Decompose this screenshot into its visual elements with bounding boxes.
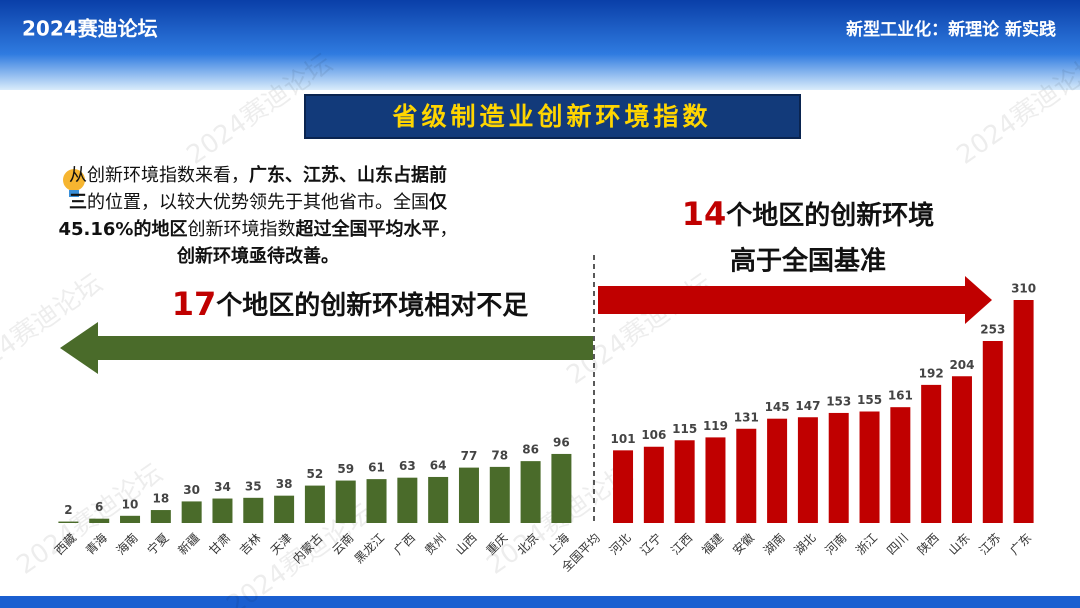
right-callout-line2: 高于全国基准: [730, 246, 886, 277]
note-segment: 仅: [428, 192, 448, 213]
bar: [520, 461, 541, 523]
value-label: 59: [337, 462, 354, 476]
bar: [736, 428, 757, 523]
value-label: 61: [368, 461, 385, 475]
value-label: 204: [949, 358, 974, 372]
value-label: 77: [461, 449, 478, 463]
value-label: 147: [795, 399, 820, 413]
bar: [243, 497, 264, 523]
left-callout-number: 17: [172, 285, 217, 323]
bar: [643, 446, 664, 523]
idea-icon-base: [69, 190, 79, 197]
value-label: 119: [703, 419, 728, 433]
value-label: 64: [430, 458, 447, 472]
bar: [397, 477, 418, 523]
bar: [366, 479, 387, 523]
value-label: 153: [826, 394, 851, 408]
bar: [674, 440, 695, 523]
bar: [921, 384, 942, 523]
value-label: 161: [888, 389, 913, 403]
header-band: [0, 0, 1080, 90]
left-callout: 17个地区的创新环境相对不足: [172, 285, 529, 323]
bar: [890, 407, 911, 523]
bar: [613, 450, 634, 523]
value-label: 310: [1011, 282, 1036, 296]
note-segment: 45.16%的地区: [59, 218, 188, 240]
value-label: 253: [980, 323, 1005, 337]
note-segment: 创新环境指数: [187, 219, 295, 240]
value-label: 30: [183, 483, 200, 497]
value-label: 101: [611, 432, 636, 446]
bar: [274, 495, 295, 523]
bar: [1013, 300, 1034, 523]
bar: [458, 467, 479, 523]
note-segment: 的位置，以较大优势领先于其他省市。全国: [87, 192, 429, 213]
note-segment: 超过全国平均水平: [295, 218, 439, 240]
right-arrow: [598, 276, 992, 324]
value-label: 192: [919, 366, 944, 380]
note-text: 从创新环境指数来看，广东、江苏、山东占据前三的位置，以较大优势领先于其他省市。全…: [59, 164, 458, 267]
note-segment: 创新环境亟待改善。: [176, 245, 339, 267]
bar: [859, 411, 880, 523]
value-label: 145: [765, 400, 790, 414]
footer-band: [0, 596, 1080, 608]
value-label: 78: [491, 448, 508, 462]
header-left: 2024赛迪论坛: [22, 17, 158, 41]
bar: [767, 418, 788, 523]
chart-title: 省级制造业创新环境指数: [391, 102, 711, 131]
note-segment: 三: [69, 192, 87, 213]
right-callout: 14个地区的创新环境: [682, 195, 935, 233]
value-label: 38: [276, 477, 293, 491]
bar: [828, 412, 849, 523]
bar: [551, 453, 572, 523]
bar: [335, 480, 356, 523]
bar: [304, 485, 325, 523]
right-callout-number: 14: [682, 195, 727, 233]
title-box: [304, 94, 801, 139]
note-segment: 广东、江苏、山东占据前: [249, 164, 447, 186]
value-label: 35: [245, 479, 262, 493]
bar: [212, 498, 233, 523]
bar: [150, 510, 171, 523]
left-arrow: [60, 322, 593, 374]
bar: [951, 376, 972, 523]
value-label: 115: [672, 422, 697, 436]
value-label: 2: [64, 503, 72, 517]
value-label: 86: [522, 443, 539, 457]
bar: [982, 341, 1003, 523]
bar: [89, 518, 110, 523]
value-label: 34: [214, 480, 231, 494]
value-label: 106: [641, 428, 666, 442]
value-label: 6: [95, 500, 103, 514]
bar: [58, 521, 79, 523]
value-label: 96: [553, 435, 570, 449]
idea-icon: [63, 169, 85, 191]
bar: [705, 437, 726, 523]
value-label: 52: [307, 467, 324, 481]
bar: [489, 466, 510, 523]
bar: [797, 417, 818, 523]
value-label: 131: [734, 410, 759, 424]
value-label: 63: [399, 459, 416, 473]
note-segment: 从创新环境指数来看，: [69, 165, 249, 186]
note-segment: ，: [439, 219, 457, 240]
bar: [120, 515, 141, 523]
value-label: 155: [857, 393, 882, 407]
right-callout-text: 个地区的创新环境: [726, 200, 934, 231]
header-right: 新型工业化：新理论 新实践: [846, 19, 1056, 40]
bar: [181, 501, 202, 523]
value-label: 10: [122, 497, 139, 511]
bar: [428, 476, 449, 523]
left-callout-text: 个地区的创新环境相对不足: [216, 290, 528, 321]
value-label: 18: [152, 492, 169, 506]
